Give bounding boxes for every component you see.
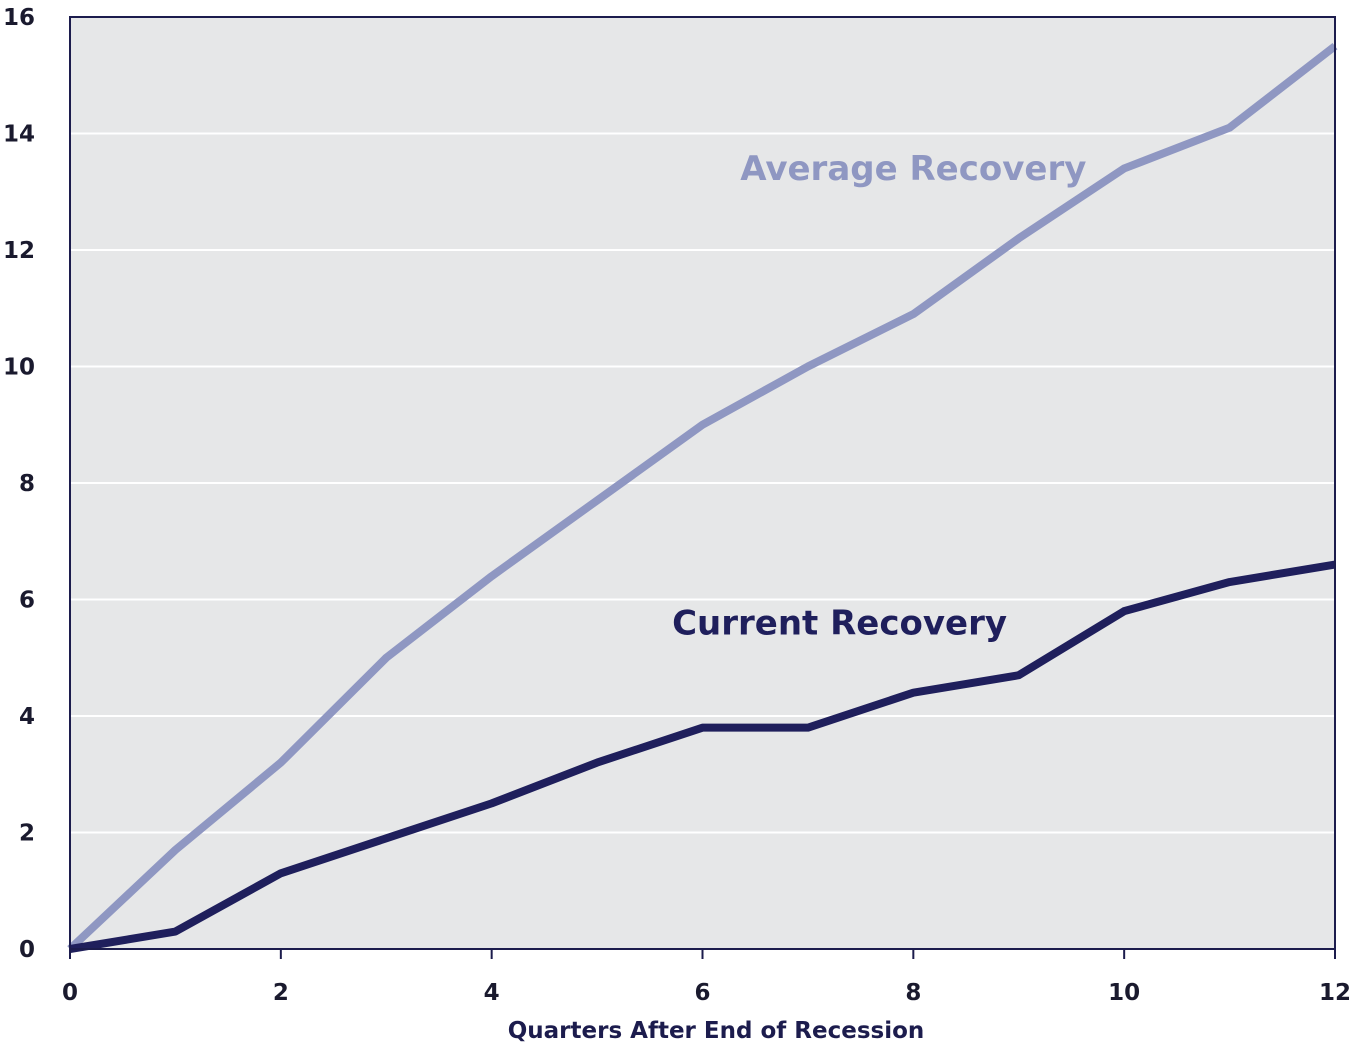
gridlines: [70, 132, 1335, 834]
y-tick-label-10: 10: [3, 355, 35, 381]
x-tick-label-2: 2: [273, 980, 289, 1006]
series-line-current-recovery: [69, 560, 1336, 953]
series-lines: [67, 42, 1338, 953]
y-tick-label-0: 0: [19, 937, 35, 963]
y-tick-label-12: 12: [3, 238, 35, 264]
x-tick-labels: 0 2 4 6 8 10 12: [62, 949, 1351, 1006]
x-axis-title: Quarters After End of Recession: [508, 1018, 925, 1044]
series-label-average-recovery: Average Recovery: [740, 149, 1086, 189]
y-tick-label-6: 6: [19, 588, 35, 614]
series-line-average-recovery: [67, 42, 1338, 952]
x-tick-label-0: 0: [62, 980, 78, 1006]
x-tick-label-4: 4: [484, 980, 500, 1006]
series-label-current-recovery: Current Recovery: [672, 603, 1007, 643]
y-tick-label-2: 2: [19, 821, 35, 847]
y-tick-label-8: 8: [19, 471, 35, 497]
y-tick-label-14: 14: [3, 122, 35, 148]
x-tick-label-12: 12: [1319, 980, 1351, 1006]
series-labels: Average Recovery Current Recovery: [672, 149, 1086, 643]
y-tick-labels: 0 2 4 6 8 10 12 14 16: [3, 5, 35, 963]
x-tick-label-10: 10: [1108, 980, 1140, 1006]
x-tick-label-6: 6: [694, 980, 710, 1006]
y-tick-label-4: 4: [19, 704, 35, 730]
x-tick-label-8: 8: [905, 980, 921, 1006]
y-tick-label-16: 16: [3, 5, 35, 31]
